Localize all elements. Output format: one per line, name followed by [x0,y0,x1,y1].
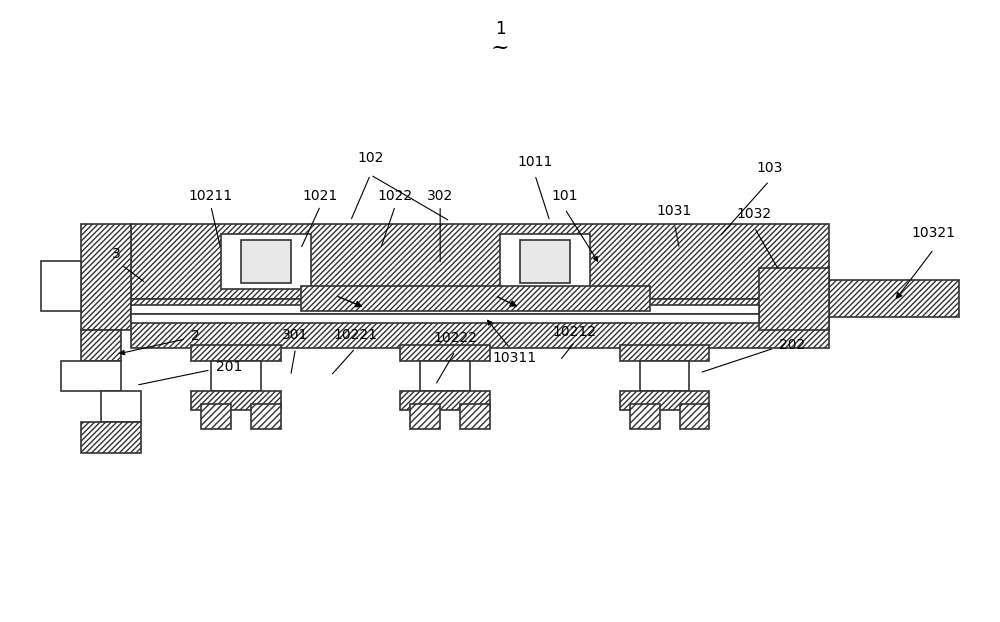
Bar [241,240,291,283]
Bar [500,234,590,289]
Bar [620,345,709,361]
Text: 1021: 1021 [303,188,338,203]
Bar [131,305,759,314]
Bar [301,286,650,311]
Bar [131,299,829,348]
Text: 10222: 10222 [433,331,477,345]
Text: 301: 301 [282,328,309,342]
Bar [251,404,281,429]
Bar [131,225,829,299]
Text: 202: 202 [779,338,805,352]
Bar [81,330,121,361]
Bar [131,314,759,323]
Text: 101: 101 [552,188,578,203]
Text: 10212: 10212 [553,325,597,339]
Text: ~: ~ [491,37,509,59]
Text: 10321: 10321 [912,226,956,240]
Bar [410,404,440,429]
Bar [520,240,570,283]
Text: 302: 302 [427,188,453,203]
Text: 10221: 10221 [333,328,377,342]
Bar [400,345,490,361]
Bar [759,267,829,330]
Bar [191,391,281,410]
Text: 1: 1 [495,21,505,39]
Text: 1031: 1031 [657,204,692,218]
Bar [41,261,81,311]
Bar [221,234,311,289]
Text: 10211: 10211 [189,188,233,203]
Bar [400,391,490,410]
Text: 10311: 10311 [493,351,537,365]
Text: 2: 2 [191,329,200,343]
Bar [460,404,490,429]
Bar [829,280,959,317]
Bar [61,361,121,391]
Bar [620,391,709,410]
Text: 1032: 1032 [737,207,772,221]
Bar [211,361,261,391]
Bar [201,404,231,429]
Bar [420,361,470,391]
Bar [81,225,131,330]
Bar [101,391,141,422]
Text: 3: 3 [112,248,120,261]
Bar [81,422,141,453]
Bar [630,404,660,429]
Bar [640,361,689,391]
Bar [680,404,709,429]
Text: 103: 103 [756,160,782,175]
Text: 102: 102 [357,152,384,165]
Text: 1022: 1022 [378,188,413,203]
Text: 201: 201 [216,360,242,374]
Bar [191,345,281,361]
Text: 1011: 1011 [517,155,553,169]
